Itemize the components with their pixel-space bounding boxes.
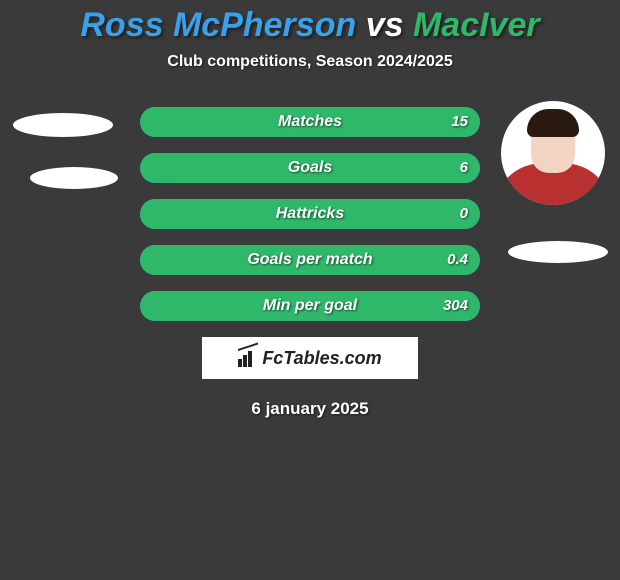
stat-label: Goals per match <box>140 245 480 275</box>
placeholder-ellipse <box>30 167 118 189</box>
left-player-column <box>8 101 118 189</box>
title-player1: Ross McPherson <box>80 6 356 44</box>
stat-bar: Goals per match 0.4 <box>140 245 480 275</box>
date-footer: 6 january 2025 <box>0 399 620 419</box>
subtitle: Club competitions, Season 2024/2025 <box>0 53 620 71</box>
stat-value-right: 6 <box>460 153 468 183</box>
avatar <box>501 101 605 205</box>
stat-label: Hattricks <box>140 199 480 229</box>
chart-icon <box>238 349 258 367</box>
stat-bars: Matches 15 Goals 6 Hattricks 0 Goals per… <box>140 101 480 321</box>
stat-bar: Goals 6 <box>140 153 480 183</box>
right-player-column <box>498 101 608 263</box>
stat-bar: Min per goal 304 <box>140 291 480 321</box>
stat-bar: Matches 15 <box>140 107 480 137</box>
title-player2: MacIver <box>413 6 540 44</box>
stat-label: Min per goal <box>140 291 480 321</box>
placeholder-ellipse <box>508 241 608 263</box>
title-vs: vs <box>366 6 404 44</box>
stat-value-right: 0 <box>460 199 468 229</box>
brand-box: FcTables.com <box>202 337 418 379</box>
stat-value-right: 0.4 <box>447 245 468 275</box>
stat-label: Matches <box>140 107 480 137</box>
stat-label: Goals <box>140 153 480 183</box>
stat-value-right: 15 <box>451 107 468 137</box>
stat-value-right: 304 <box>443 291 468 321</box>
brand-text: FcTables.com <box>262 348 381 369</box>
placeholder-ellipse <box>13 113 113 137</box>
stat-bar: Hattricks 0 <box>140 199 480 229</box>
content-area: Matches 15 Goals 6 Hattricks 0 Goals per… <box>0 101 620 321</box>
comparison-title: Ross McPherson vs MacIver <box>0 0 620 45</box>
